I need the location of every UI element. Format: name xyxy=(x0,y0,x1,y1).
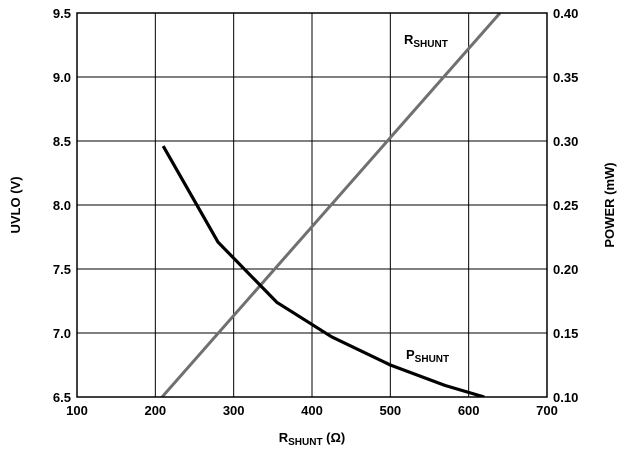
x-tick-label: 600 xyxy=(458,403,480,418)
series-label-rshunt-sub: SHUNT xyxy=(413,39,447,50)
series-label-pshunt-sub: SHUNT xyxy=(415,354,449,365)
y-right-tick-label: 0.10 xyxy=(553,390,578,405)
x-tick-label: 200 xyxy=(144,403,166,418)
x-tick-label: 100 xyxy=(66,403,88,418)
y-left-tick-label: 8.0 xyxy=(53,198,71,213)
y-right-tick-label: 0.30 xyxy=(553,134,578,149)
y-right-tick-label: 0.20 xyxy=(553,262,578,277)
left-tick-labels: 6.5 7.0 7.5 8.0 8.5 9.0 9.5 xyxy=(53,6,71,405)
y-right-tick-label: 0.15 xyxy=(553,326,578,341)
y-left-tick-label: 7.5 xyxy=(53,262,71,277)
y-right-tick-label: 0.25 xyxy=(553,198,578,213)
series-label-rshunt-main: R xyxy=(404,32,414,47)
y-left-tick-label: 8.5 xyxy=(53,134,71,149)
plot-frame xyxy=(76,12,548,398)
y-left-tick-label: 9.5 xyxy=(53,6,71,21)
grid xyxy=(77,13,547,397)
series-label-rshunt: RSHUNT xyxy=(404,32,448,50)
y-left-tick-label: 6.5 xyxy=(53,390,71,405)
x-tick-label: 300 xyxy=(223,403,245,418)
x-axis-title: RSHUNT (Ω) xyxy=(279,430,346,448)
y-left-tick-label: 7.0 xyxy=(53,326,71,341)
x-tick-label: 700 xyxy=(536,403,558,418)
y-right-tick-label: 0.35 xyxy=(553,70,578,85)
y-left-tick-label: 9.0 xyxy=(53,70,71,85)
y-left-axis-title: UVLO (V) xyxy=(8,176,23,233)
series-label-pshunt-main: P xyxy=(406,347,415,362)
series-line-pshunt xyxy=(161,145,485,397)
series-layer xyxy=(160,13,502,397)
x-tick-label: 400 xyxy=(301,403,323,418)
right-tick-labels: 0.10 0.15 0.20 0.25 0.30 0.35 0.40 xyxy=(553,6,578,405)
series-line-rshunt xyxy=(160,13,502,397)
y-right-axis-title: POWER (mW) xyxy=(602,162,617,247)
x-axis-title-sub: SHUNT xyxy=(288,437,322,448)
x-tick-label: 500 xyxy=(379,403,401,418)
x-axis-title-main: R xyxy=(279,430,289,445)
y-right-tick-label: 0.40 xyxy=(553,6,578,21)
x-axis-title-unit: (Ω) xyxy=(323,430,346,445)
bottom-tick-labels: 100 200 300 400 500 600 700 xyxy=(66,403,558,418)
series-label-pshunt: PSHUNT xyxy=(406,347,449,365)
